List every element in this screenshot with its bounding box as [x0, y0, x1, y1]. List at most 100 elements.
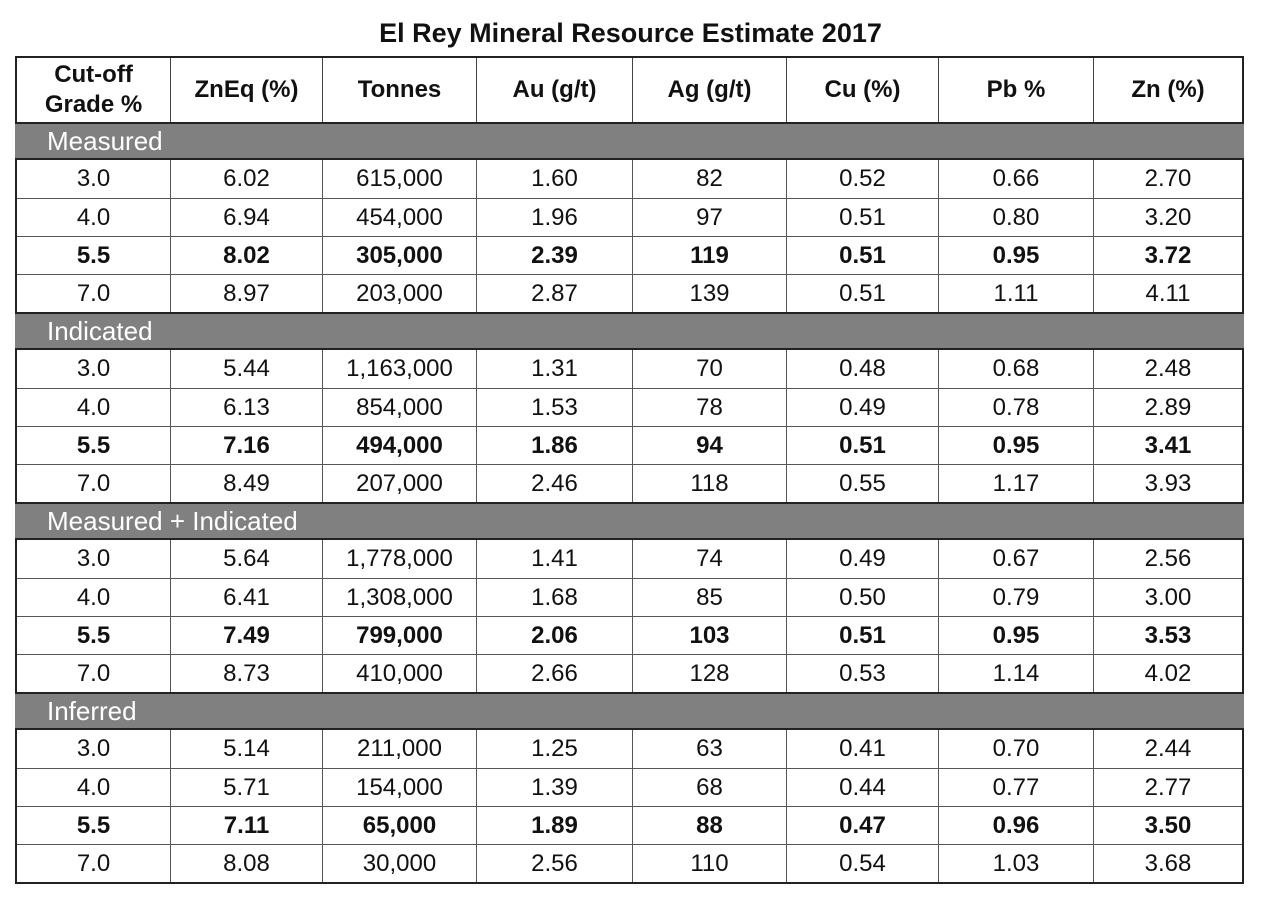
- cell-au: 2.66: [477, 655, 633, 692]
- cell-cutoff-grade: 7.0: [17, 465, 171, 502]
- cell-cu: 0.49: [787, 389, 939, 426]
- cell-zn: 2.48: [1144, 355, 1192, 382]
- cell-tonnes: 1,778,000: [323, 540, 477, 578]
- cell-zneq: 8.49: [171, 465, 323, 502]
- header-tonnes: Tonnes: [323, 58, 477, 122]
- cell-cu: 0.50: [787, 579, 939, 616]
- cell-cu: 0.47: [787, 807, 939, 844]
- cell-pb: 0.96: [939, 807, 1094, 844]
- table-row: 4.0 6.13 854,000 1.53 78 0.49 0.78 2.89: [17, 388, 1242, 426]
- section-label-indicated: Indicated: [15, 314, 1244, 348]
- cell-au: 1.25: [477, 730, 633, 768]
- cell-cutoff-grade: 5.5: [17, 617, 171, 654]
- cell-cutoff-grade: 7.0: [17, 275, 171, 312]
- cell-tonnes: 211,000: [323, 730, 477, 768]
- cell-ag: 139: [633, 275, 787, 312]
- header-pb: Pb %: [939, 58, 1094, 122]
- cell-pb: 0.95: [939, 617, 1094, 654]
- table-row: 3.0 5.44 1,163,000 1.31 70 0.48 0.68 2.48: [17, 350, 1242, 388]
- header-au: Au (g/t): [477, 58, 633, 122]
- cell-cu: 0.48: [787, 350, 939, 388]
- cell-au: 2.46: [477, 465, 633, 502]
- cell-zn: 4.02: [1144, 659, 1192, 687]
- header-cu: Cu (%): [787, 58, 939, 122]
- cell-tonnes: 305,000: [323, 237, 477, 274]
- table-row: 7.0 8.97 203,000 2.87 139 0.51 1.11 4.11: [17, 274, 1242, 312]
- section-label-measured-indicated: Measured + Indicated: [15, 504, 1244, 538]
- cell-cutoff-grade: 5.5: [17, 237, 171, 274]
- cell-tonnes: 799,000: [323, 617, 477, 654]
- cell-zn: 3.20: [1144, 203, 1192, 231]
- section-group-measured-indicated: 3.0 5.64 1,778,000 1.41 74 0.49 0.67 2.56 4.0 6.4…: [15, 538, 1244, 694]
- cell-ag: 74: [633, 540, 787, 578]
- cell-cu: 0.52: [787, 160, 939, 198]
- cell-zneq: 6.94: [171, 199, 323, 236]
- cell-cu: 0.44: [787, 769, 939, 806]
- cell-pb: 0.68: [939, 350, 1094, 388]
- table-body: Measured 3.0 6.02 615,000 1.60 82 0.52 0.66 2.70…: [15, 124, 1244, 884]
- cell-cu: 0.55: [787, 465, 939, 502]
- cell-zn: 4.11: [1145, 279, 1191, 307]
- cell-cu: 0.51: [787, 617, 939, 654]
- cell-zneq: 8.02: [171, 237, 323, 274]
- cell-cu: 0.51: [787, 237, 939, 274]
- cell-tonnes: 1,308,000: [323, 579, 477, 616]
- cell-cutoff-grade: 3.0: [17, 730, 171, 768]
- cell-zn: 3.93: [1144, 469, 1192, 497]
- cell-zneq: 5.14: [171, 730, 323, 768]
- table-row: 7.0 8.08 30,000 2.56 110 0.54 1.03 3.68: [17, 844, 1242, 882]
- cell-au: 1.60: [477, 160, 633, 198]
- cell-ag: 128: [633, 655, 787, 692]
- cell-zn: 2.77: [1144, 773, 1192, 801]
- cell-zn: 3.72: [1144, 241, 1192, 269]
- cell-cutoff-grade: 5.5: [17, 807, 171, 844]
- cell-au: 1.31: [477, 350, 633, 388]
- cell-ag: 63: [633, 730, 787, 768]
- cell-tonnes: 65,000: [323, 807, 477, 844]
- header-cutoff-grade: Cut-off Grade %: [17, 58, 171, 122]
- cell-pb: 1.11: [939, 275, 1094, 312]
- resource-table: Cut-off Grade % ZnEq (%) Tonnes Au (g/t)…: [15, 56, 1244, 884]
- cell-au: 1.41: [477, 540, 633, 578]
- cell-cutoff-grade: 7.0: [17, 845, 171, 882]
- cell-tonnes: 410,000: [323, 655, 477, 692]
- cell-cutoff-grade: 5.5: [17, 427, 171, 464]
- cell-ag: 94: [633, 427, 787, 464]
- cell-zn: 2.44: [1144, 735, 1192, 762]
- cell-tonnes: 30,000: [323, 845, 477, 882]
- cell-cutoff-grade: 4.0: [17, 199, 171, 236]
- header-ag: Ag (g/t): [633, 58, 787, 122]
- cell-pb: 0.80: [939, 199, 1094, 236]
- cell-au: 1.89: [477, 807, 633, 844]
- cell-cutoff-grade: 3.0: [17, 540, 171, 578]
- section-group-measured: 3.0 6.02 615,000 1.60 82 0.52 0.66 2.70 4.0 6.94 4…: [15, 158, 1244, 314]
- cell-ag: 118: [633, 465, 787, 502]
- table-title: El Rey Mineral Resource Estimate 2017: [379, 18, 882, 48]
- cell-zneq: 8.08: [171, 845, 323, 882]
- cell-cutoff-grade: 4.0: [17, 389, 171, 426]
- cell-ag: 70: [633, 350, 787, 388]
- table-row: 3.0 6.02 615,000 1.60 82 0.52 0.66 2.70: [17, 160, 1242, 198]
- table-row: 5.5 8.02 305,000 2.39 119 0.51 0.95 3.72: [17, 236, 1242, 274]
- cell-zneq: 5.71: [171, 769, 323, 806]
- cell-zn: 2.70: [1144, 165, 1192, 192]
- cell-zneq: 5.64: [171, 540, 323, 578]
- cell-ag: 97: [633, 199, 787, 236]
- cell-zneq: 7.16: [171, 427, 323, 464]
- header-zneq: ZnEq (%): [171, 58, 323, 122]
- cell-tonnes: 207,000: [323, 465, 477, 502]
- cell-zneq: 7.49: [171, 617, 323, 654]
- table-row: 4.0 6.41 1,308,000 1.68 85 0.50 0.79 3.00: [17, 578, 1242, 616]
- cell-tonnes: 203,000: [323, 275, 477, 312]
- cell-zneq: 8.73: [171, 655, 323, 692]
- cell-tonnes: 454,000: [323, 199, 477, 236]
- cell-zneq: 6.13: [171, 389, 323, 426]
- section-label-measured: Measured: [15, 124, 1244, 158]
- table-row: 3.0 5.14 211,000 1.25 63 0.41 0.70 2.44: [17, 730, 1242, 768]
- cell-cu: 0.51: [787, 199, 939, 236]
- table-row: 4.0 6.94 454,000 1.96 97 0.51 0.80 3.20: [17, 198, 1242, 236]
- cell-ag: 103: [633, 617, 787, 654]
- cell-au: 1.96: [477, 199, 633, 236]
- cell-cu: 0.54: [787, 845, 939, 882]
- cell-cu: 0.51: [787, 275, 939, 312]
